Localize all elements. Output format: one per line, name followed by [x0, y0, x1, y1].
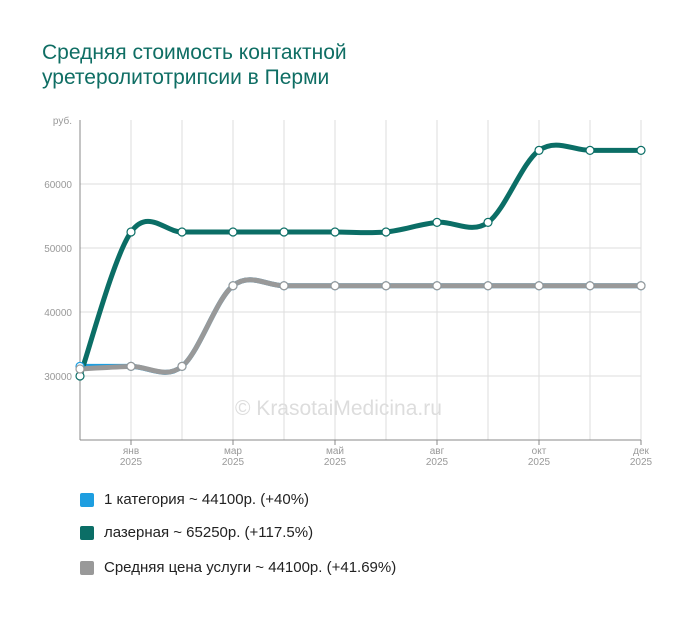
- data-point: [432, 281, 442, 291]
- data-point: [330, 281, 340, 291]
- series-line-2: [77, 277, 644, 375]
- x-tick-year: 2025: [630, 457, 653, 468]
- x-tick-month: авг: [430, 446, 445, 457]
- y-tick-label: 60000: [44, 180, 72, 191]
- x-tick-year: 2025: [222, 457, 245, 468]
- data-point: [126, 227, 136, 237]
- legend-label: лазерная ~ 65250р. (+117.5%): [104, 524, 314, 541]
- data-point: [177, 227, 187, 237]
- data-point: [279, 281, 289, 291]
- data-point: [534, 281, 544, 291]
- y-tick-label: 40000: [44, 308, 72, 319]
- x-tick-month: мар: [224, 446, 242, 457]
- x-tick-year: 2025: [528, 457, 551, 468]
- legend-item-laser[interactable]: лазерная ~ 65250р. (+117.5%): [80, 524, 313, 541]
- data-point: [126, 361, 136, 371]
- data-point: [585, 281, 595, 291]
- x-tick-year: 2025: [120, 457, 143, 468]
- y-tick-label: 50000: [44, 244, 72, 255]
- data-point: [636, 281, 646, 291]
- data-point: [585, 145, 595, 155]
- y-axis-label: руб.: [53, 115, 72, 127]
- x-tick-month: окт: [532, 446, 547, 457]
- data-point: [636, 145, 646, 155]
- data-point: [432, 217, 442, 227]
- data-point: [228, 227, 238, 237]
- y-tick-label: 30000: [44, 372, 72, 383]
- legend-swatch: [80, 492, 94, 507]
- legend-label: 1 категория ~ 44100р. (+40%): [104, 491, 310, 508]
- x-tick-month: дек: [633, 446, 649, 457]
- data-point: [75, 364, 85, 374]
- x-tick-month: май: [326, 446, 344, 457]
- data-point: [279, 227, 289, 237]
- data-point: [177, 361, 187, 371]
- data-point: [534, 145, 544, 155]
- data-point: [483, 217, 493, 227]
- legend-label: Средняя цена услуги ~ 44100р. (+41.69%): [104, 559, 397, 576]
- x-tick-year: 2025: [324, 457, 347, 468]
- x-tick-year: 2025: [426, 457, 449, 468]
- data-point: [228, 281, 238, 291]
- chart-title: Средняя стоимость контактной уретеролито…: [42, 41, 347, 89]
- data-point: [381, 227, 391, 237]
- data-point: [330, 227, 340, 237]
- data-point: [483, 281, 493, 291]
- series-line-0: [77, 277, 644, 375]
- legend-swatch: [80, 525, 94, 540]
- legend-item-average[interactable]: Средняя цена услуги ~ 44100р. (+41.69%): [80, 559, 396, 576]
- legend-swatch: [80, 560, 94, 575]
- watermark: © KrasotaiMedicina.ru: [235, 397, 442, 420]
- x-tick-month: янв: [123, 446, 139, 457]
- series-line-1: [77, 142, 644, 379]
- legend-item-1-category[interactable]: 1 категория ~ 44100р. (+40%): [80, 491, 309, 508]
- data-point: [381, 281, 391, 291]
